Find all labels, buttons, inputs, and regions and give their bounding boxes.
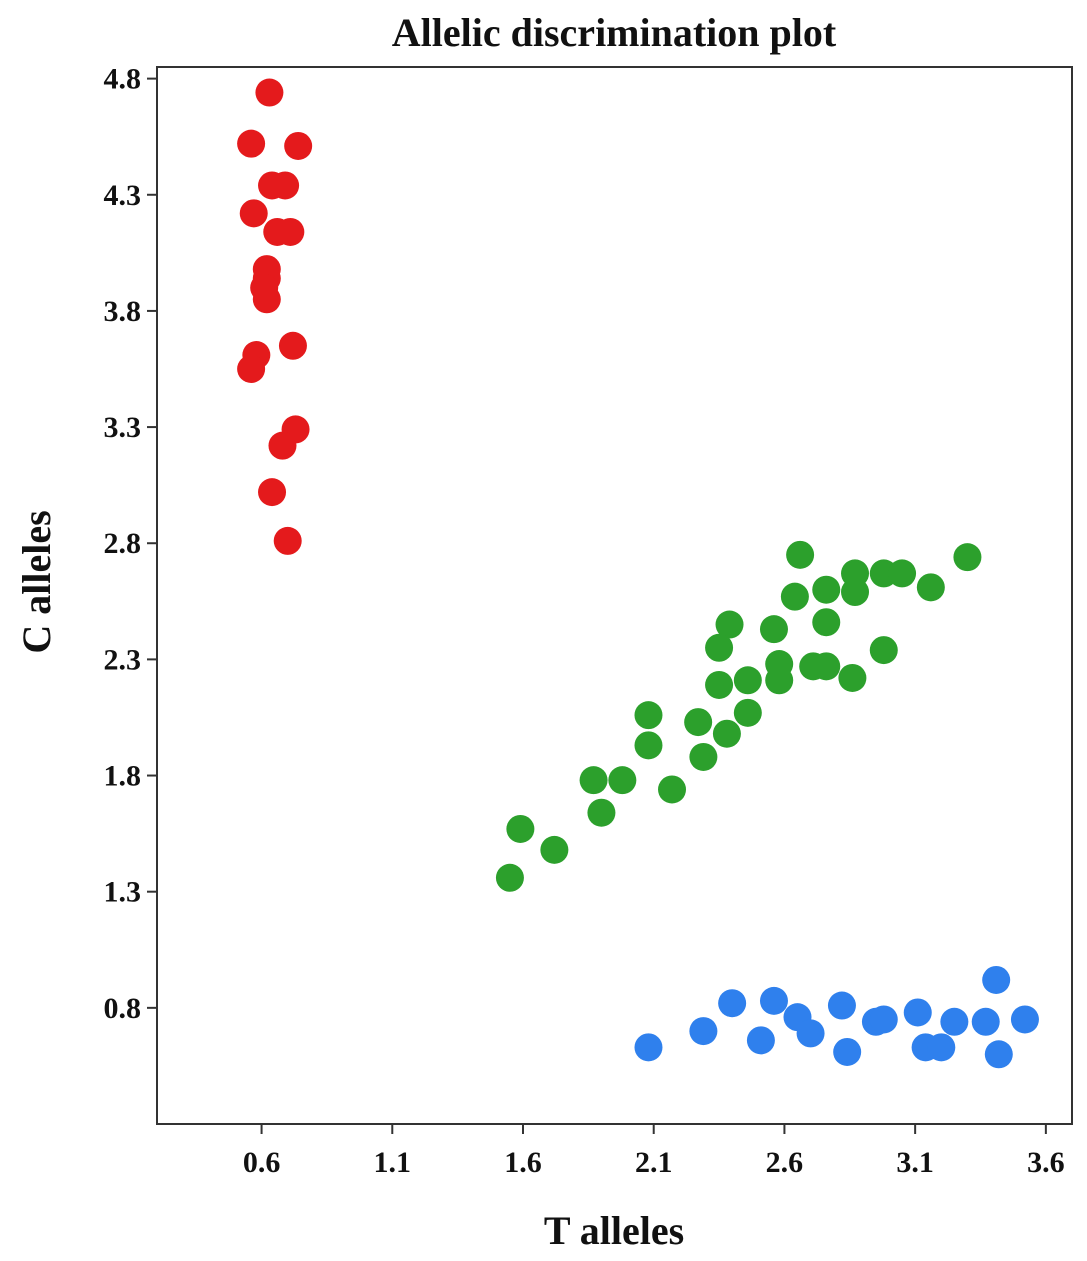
y-tick-label: 3.8: [104, 295, 142, 328]
data-point: [634, 701, 663, 730]
data-point: [579, 766, 608, 795]
data-point: [940, 1007, 969, 1036]
data-point: [689, 1017, 718, 1046]
x-tick-label: 1.1: [374, 1146, 412, 1179]
data-point: [540, 835, 569, 864]
data-point: [888, 559, 917, 588]
data-point: [684, 708, 713, 737]
data-point: [258, 478, 287, 507]
data-point: [869, 1005, 898, 1034]
data-point: [796, 1019, 825, 1048]
data-point: [812, 575, 841, 604]
data-point: [284, 131, 313, 160]
data-point: [715, 610, 744, 639]
data-points: [237, 78, 1039, 1069]
data-point: [971, 1007, 1000, 1036]
x-axis: 0.6 1.1 1.6 2.1 2.6 3.1 3.6: [243, 1124, 1065, 1179]
data-point: [833, 1037, 862, 1066]
data-point: [712, 719, 741, 748]
y-tick-label: 1.3: [104, 876, 142, 909]
data-point: [903, 998, 932, 1027]
data-point: [780, 582, 809, 611]
data-point: [705, 670, 734, 699]
y-tick-label: 2.8: [104, 527, 142, 560]
y-tick-label: 3.3: [104, 411, 142, 444]
data-point: [1010, 1005, 1039, 1034]
data-point: [278, 331, 307, 360]
data-point: [634, 731, 663, 760]
data-point: [982, 965, 1011, 994]
data-point: [252, 285, 281, 314]
data-point: [746, 1026, 775, 1055]
y-axis: 0.8 1.3 1.8 2.3 2.8 3.3 3.8 4.3 4.8: [104, 63, 157, 1025]
data-point: [276, 217, 305, 246]
data-point: [916, 573, 945, 602]
y-tick-label: 0.8: [104, 992, 142, 1025]
y-axis-label: C alleles: [14, 510, 59, 653]
data-point: [759, 986, 788, 1015]
data-point: [658, 775, 687, 804]
data-point: [984, 1040, 1013, 1069]
data-point: [689, 742, 718, 771]
chart-title: Allelic discrimination plot: [392, 10, 837, 55]
data-point: [273, 526, 302, 555]
data-point: [495, 863, 524, 892]
series-3-points: [634, 965, 1039, 1069]
data-point: [812, 608, 841, 637]
y-tick-label: 4.8: [104, 63, 142, 96]
data-point: [718, 989, 747, 1018]
data-point: [506, 814, 535, 843]
data-point: [268, 431, 297, 460]
data-point: [705, 633, 734, 662]
data-point: [733, 666, 762, 695]
data-point: [255, 78, 284, 107]
data-point: [237, 355, 266, 383]
data-point: [759, 615, 788, 644]
data-point: [237, 129, 266, 158]
data-point: [733, 698, 762, 727]
data-point: [608, 766, 637, 795]
y-tick-label: 4.3: [104, 179, 142, 212]
x-axis-label: T alleles: [544, 1208, 684, 1253]
data-point: [765, 666, 794, 695]
data-point: [927, 1033, 956, 1062]
data-point: [786, 540, 815, 569]
series-1-points: [237, 78, 313, 555]
x-tick-label: 3.1: [896, 1146, 934, 1179]
data-point: [953, 543, 982, 572]
data-point: [869, 636, 898, 665]
data-point: [812, 652, 841, 681]
x-tick-label: 1.6: [504, 1146, 542, 1179]
y-tick-label: 2.3: [104, 643, 142, 676]
data-point: [587, 798, 616, 827]
data-point: [838, 663, 867, 692]
data-point: [239, 199, 268, 228]
plot-frame: [156, 66, 1073, 1125]
data-point: [271, 171, 300, 200]
data-point: [634, 1033, 663, 1062]
x-tick-label: 0.6: [243, 1146, 281, 1179]
data-point: [841, 578, 870, 607]
data-point: [827, 991, 856, 1020]
y-tick-label: 1.8: [104, 760, 142, 793]
x-tick-label: 3.6: [1027, 1146, 1065, 1179]
x-tick-label: 2.6: [766, 1146, 804, 1179]
series-2-points: [495, 540, 982, 892]
x-tick-label: 2.1: [635, 1146, 673, 1179]
